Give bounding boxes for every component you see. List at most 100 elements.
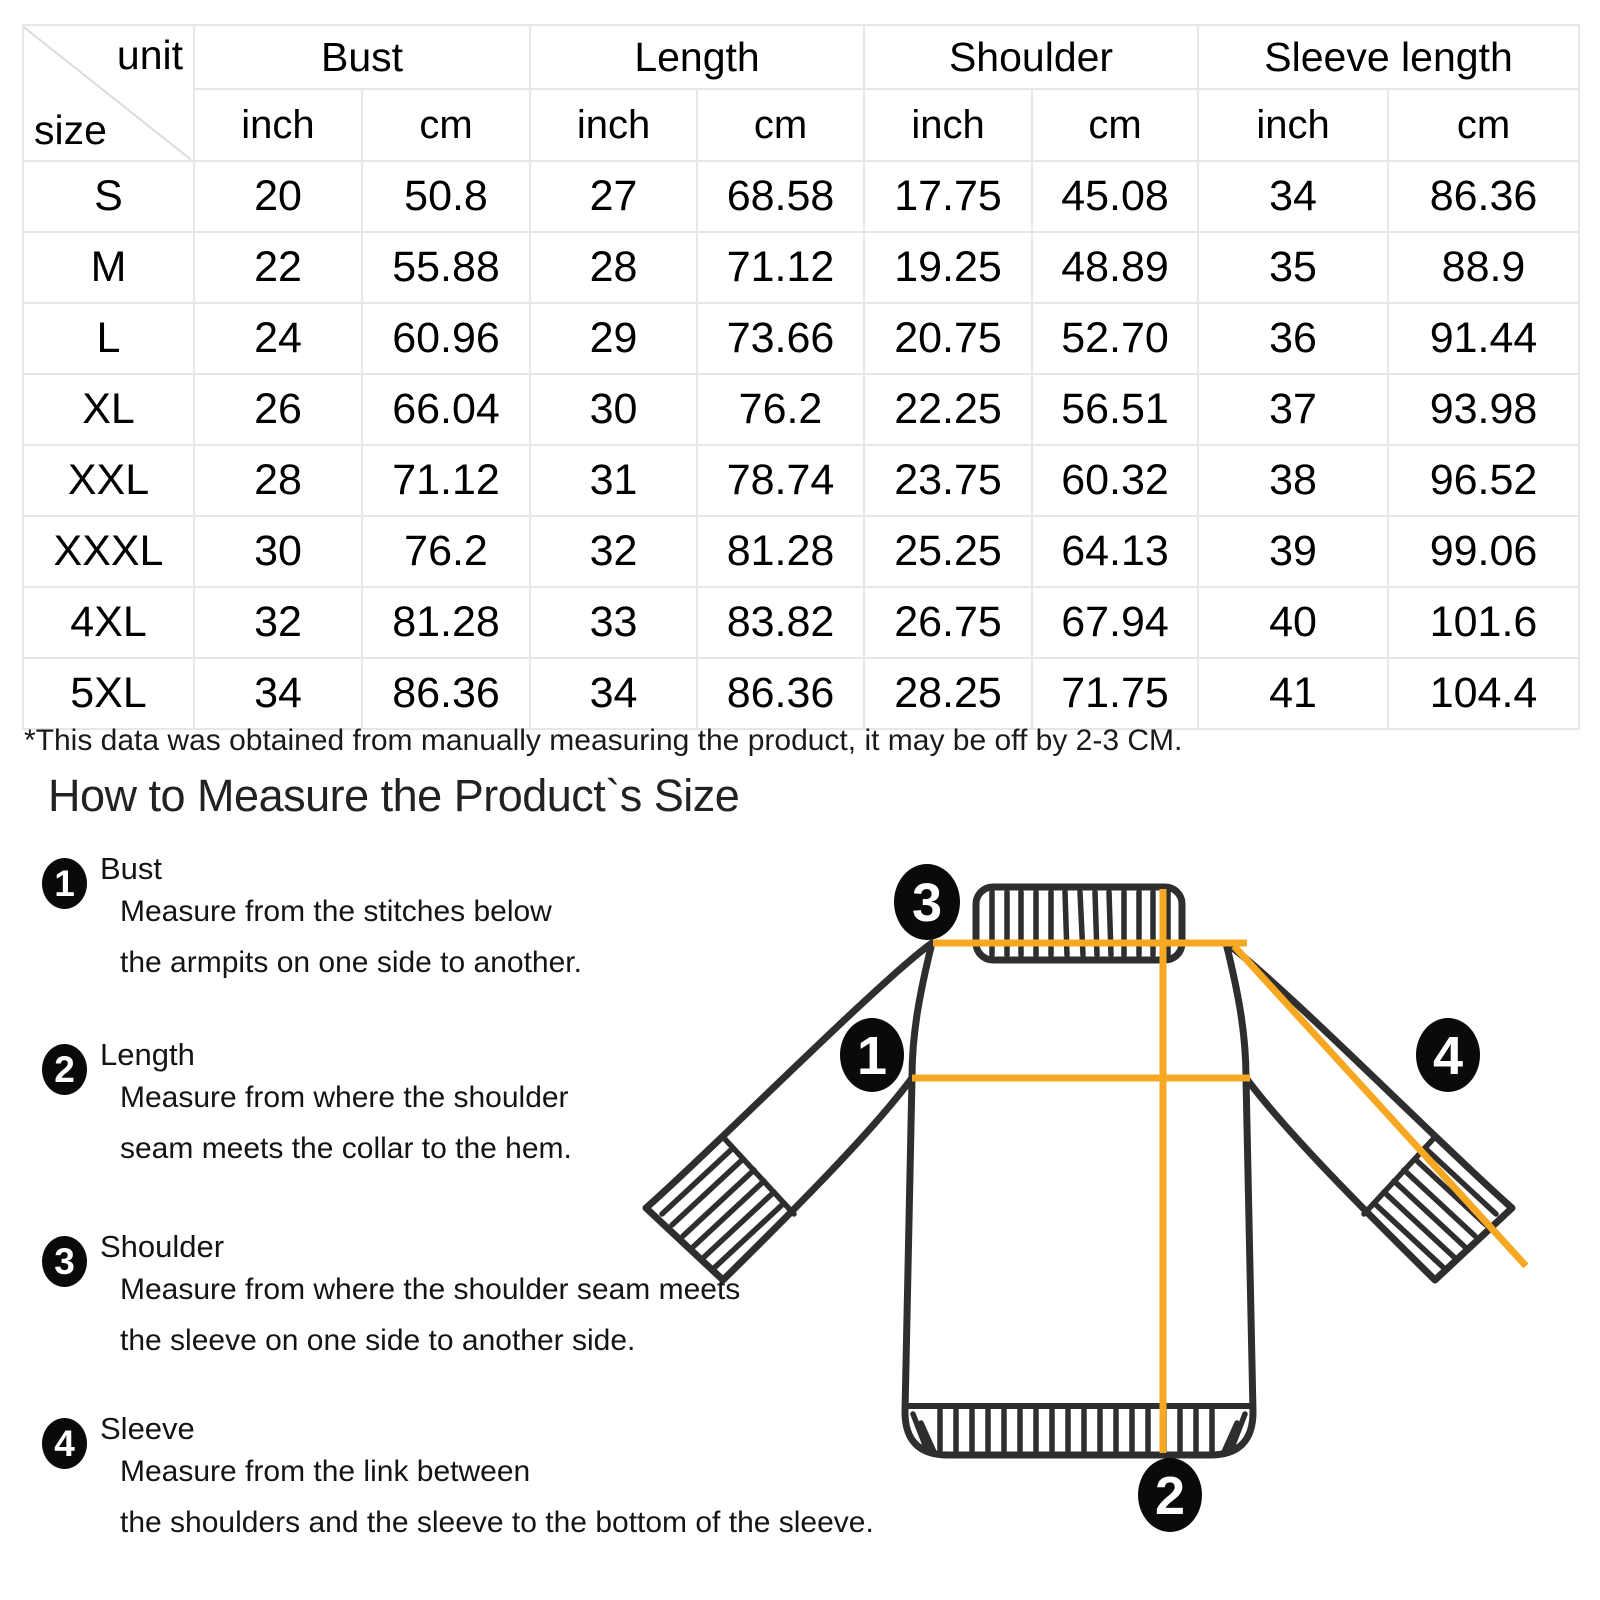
left-sleeve: [642, 939, 936, 1284]
unit-header: inch: [1197, 88, 1390, 162]
value-cell: 28: [193, 444, 363, 517]
value-cell: 86.36: [1387, 160, 1581, 233]
size-cell: XXL: [22, 444, 195, 517]
value-cell: 71.12: [360, 444, 532, 517]
value-cell: 71.12: [696, 231, 866, 304]
value-cell: 32: [193, 586, 363, 659]
turtleneck-collar: [972, 883, 1186, 964]
step-label: Bust: [100, 851, 163, 886]
value-cell: 68.58: [696, 160, 866, 233]
step-line: the armpits on one side to another.: [120, 946, 582, 979]
step-shoulder: 3 Shoulder Measure from where the should…: [42, 1230, 740, 1366]
svg-text:1: 1: [857, 1026, 887, 1086]
step-line: the shoulders and the sleeve to the bott…: [120, 1506, 874, 1539]
step-line: Measure from where the shoulder seam mee…: [120, 1273, 741, 1306]
value-cell: 32: [529, 515, 699, 588]
unit-header: inch: [193, 88, 363, 162]
value-cell: 28.25: [863, 657, 1034, 730]
size-cell: XXXL: [22, 515, 195, 588]
value-cell: 24: [193, 302, 363, 375]
value-cell: 86.36: [360, 657, 532, 730]
step-length: 2 Length Measure from where the shoulder…: [42, 1038, 572, 1174]
column-group-length: Length: [529, 24, 866, 90]
value-cell: 81.28: [360, 586, 532, 659]
value-cell: 81.28: [696, 515, 866, 588]
value-cell: 38: [1197, 444, 1390, 517]
marker-1: 1: [840, 1018, 904, 1092]
value-cell: 20.75: [863, 302, 1034, 375]
size-cell: S: [22, 160, 195, 233]
size-chart-table: unit size Bust Length Shoulder Sleeve le…: [22, 24, 1581, 730]
step-number-badge: 2: [42, 1044, 87, 1095]
value-cell: 31: [529, 444, 699, 517]
header-row-units: inch cm inch cm inch cm inch cm: [23, 88, 1581, 162]
size-cell: 5XL: [22, 657, 195, 730]
value-cell: 73.66: [696, 302, 866, 375]
size-cell: 4XL: [22, 586, 195, 659]
step-label: Length: [100, 1037, 195, 1072]
marker-2: 2: [1138, 1458, 1202, 1532]
value-cell: 67.94: [1031, 586, 1200, 659]
unit-header: cm: [360, 88, 532, 162]
value-cell: 40: [1197, 586, 1390, 659]
unit-header: cm: [696, 88, 866, 162]
value-cell: 22.25: [863, 373, 1034, 446]
step-bust: 1 Bust Measure from the stitches below t…: [42, 852, 582, 988]
value-cell: 23.75: [863, 444, 1034, 517]
step-line: the sleeve on one side to another side.: [120, 1324, 636, 1357]
value-cell: 60.32: [1031, 444, 1200, 517]
value-cell: 104.4: [1387, 657, 1581, 730]
value-cell: 22: [193, 231, 363, 304]
value-cell: 30: [193, 515, 363, 588]
value-cell: 39: [1197, 515, 1390, 588]
value-cell: 60.96: [360, 302, 532, 375]
value-cell: 34: [193, 657, 363, 730]
table-row: M 22 55.88 28 71.12 19.25 48.89 35 88.9: [22, 231, 1581, 304]
svg-text:4: 4: [1433, 1026, 1463, 1086]
right-sleeve: [1222, 939, 1516, 1284]
value-cell: 83.82: [696, 586, 866, 659]
value-cell: 56.51: [1031, 373, 1200, 446]
value-cell: 55.88: [360, 231, 532, 304]
step-label: Shoulder: [100, 1229, 225, 1264]
step-line: Measure from the stitches below: [120, 895, 552, 928]
value-cell: 34: [529, 657, 699, 730]
value-cell: 50.8: [360, 160, 532, 233]
step-label: Sleeve: [100, 1411, 195, 1446]
column-group-bust: Bust: [192, 24, 532, 90]
table-row: 4XL 32 81.28 33 83.82 26.75 67.94 40 101…: [22, 586, 1581, 659]
table-row: XL 26 66.04 30 76.2 22.25 56.51 37 93.98: [22, 373, 1581, 446]
value-cell: 66.04: [360, 373, 532, 446]
value-cell: 17.75: [863, 160, 1034, 233]
value-cell: 30: [529, 373, 699, 446]
value-cell: 25.25: [863, 515, 1034, 588]
measurement-lines: [912, 889, 1529, 1453]
value-cell: 35: [1197, 231, 1390, 304]
step-number-badge: 1: [42, 858, 87, 909]
guide-heading: How to Measure the Product`s Size: [48, 770, 740, 821]
marker-4: 4: [1416, 1018, 1480, 1092]
svg-text:2: 2: [1155, 1466, 1185, 1526]
step-line: seam meets the collar to the hem.: [120, 1132, 572, 1165]
value-cell: 36: [1197, 302, 1390, 375]
value-cell: 26: [193, 373, 363, 446]
value-cell: 20: [193, 160, 363, 233]
sweater-diagram: 1 2 3 4: [642, 864, 1529, 1532]
sleeve-measure-line: [1231, 943, 1529, 1269]
value-cell: 71.75: [1031, 657, 1200, 730]
table-row: 5XL 34 86.36 34 86.36 28.25 71.75 41 104…: [22, 657, 1581, 730]
value-cell: 86.36: [696, 657, 866, 730]
step-number-badge: 3: [42, 1236, 87, 1287]
value-cell: 34: [1197, 160, 1390, 233]
sweater-body: [901, 939, 1257, 1459]
column-group-sleeve-length: Sleeve length: [1197, 24, 1581, 90]
corner-size-label: size: [34, 107, 107, 153]
value-cell: 33: [529, 586, 699, 659]
value-cell: 26.75: [863, 586, 1034, 659]
unit-size-corner-cell: unit size: [22, 24, 195, 162]
column-group-shoulder: Shoulder: [863, 24, 1200, 90]
step-sleeve: 4 Sleeve Measure from the link between t…: [42, 1412, 874, 1548]
header-row-groups: unit size Bust Length Shoulder Sleeve le…: [22, 24, 1581, 162]
value-cell: 28: [529, 231, 699, 304]
